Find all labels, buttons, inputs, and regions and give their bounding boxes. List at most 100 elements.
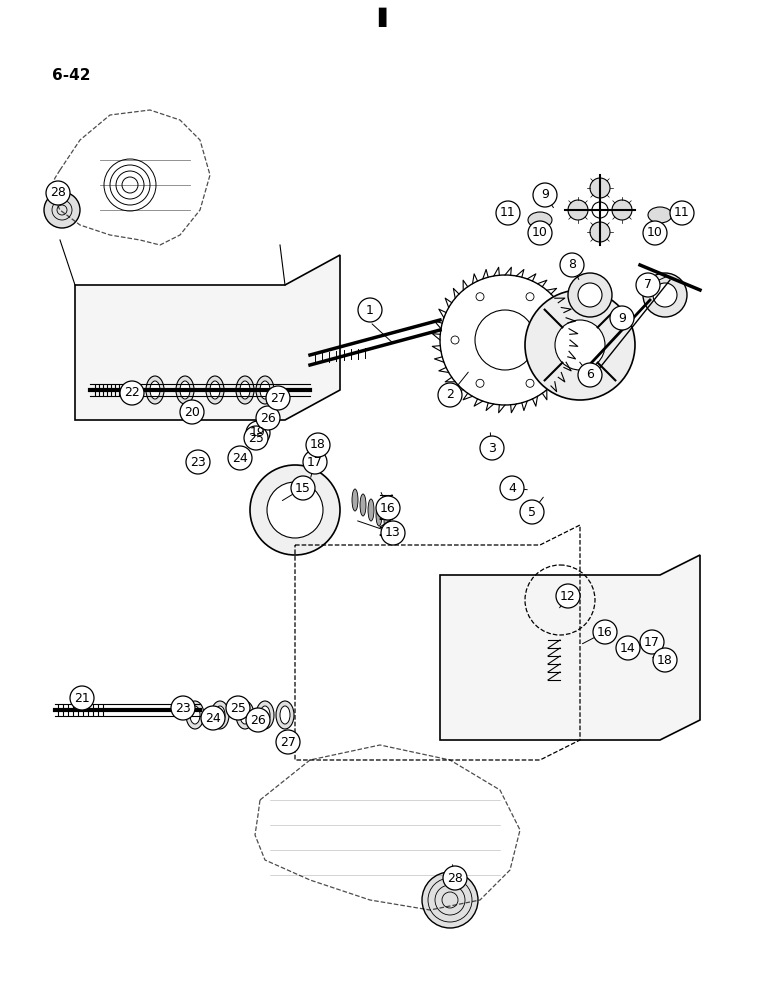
Circle shape xyxy=(528,221,552,245)
Circle shape xyxy=(653,283,677,307)
Ellipse shape xyxy=(256,376,274,404)
Text: 27: 27 xyxy=(280,736,296,748)
Ellipse shape xyxy=(256,701,274,729)
Circle shape xyxy=(653,648,677,672)
Ellipse shape xyxy=(531,644,537,666)
Text: 28: 28 xyxy=(447,871,463,884)
Ellipse shape xyxy=(515,654,521,676)
Circle shape xyxy=(480,436,504,460)
Circle shape xyxy=(171,696,195,720)
Ellipse shape xyxy=(236,376,254,404)
Text: 18: 18 xyxy=(310,438,326,452)
Ellipse shape xyxy=(648,207,672,223)
Circle shape xyxy=(256,406,280,430)
Text: 26: 26 xyxy=(250,714,266,726)
Circle shape xyxy=(578,363,602,387)
Circle shape xyxy=(443,866,467,890)
Circle shape xyxy=(670,201,694,225)
Circle shape xyxy=(643,221,667,245)
Ellipse shape xyxy=(240,381,250,399)
Ellipse shape xyxy=(523,649,529,671)
Circle shape xyxy=(303,450,327,474)
Circle shape xyxy=(276,730,300,754)
Circle shape xyxy=(422,872,478,928)
Text: 2: 2 xyxy=(446,388,454,401)
Text: 14: 14 xyxy=(620,642,636,654)
Ellipse shape xyxy=(176,376,194,404)
Text: 21: 21 xyxy=(74,692,90,704)
Text: 13: 13 xyxy=(385,526,401,540)
Text: 16: 16 xyxy=(380,502,396,514)
Circle shape xyxy=(533,183,557,207)
Text: 26: 26 xyxy=(260,412,276,424)
Ellipse shape xyxy=(376,504,382,526)
Circle shape xyxy=(568,273,612,317)
Circle shape xyxy=(610,306,634,330)
Circle shape xyxy=(593,620,617,644)
Circle shape xyxy=(636,273,660,297)
Circle shape xyxy=(551,336,559,344)
Circle shape xyxy=(592,202,608,218)
Text: 1: 1 xyxy=(366,304,374,316)
Text: 11: 11 xyxy=(674,207,690,220)
Text: 9: 9 xyxy=(618,312,626,324)
Circle shape xyxy=(358,298,382,322)
Circle shape xyxy=(120,381,144,405)
Text: 10: 10 xyxy=(532,227,548,239)
Ellipse shape xyxy=(180,381,190,399)
Ellipse shape xyxy=(368,499,374,521)
Circle shape xyxy=(476,379,484,387)
Ellipse shape xyxy=(260,706,270,724)
Circle shape xyxy=(520,500,544,524)
Circle shape xyxy=(201,706,225,730)
Text: 11: 11 xyxy=(500,207,516,220)
Circle shape xyxy=(250,465,340,555)
Circle shape xyxy=(451,336,459,344)
Ellipse shape xyxy=(210,381,220,399)
Polygon shape xyxy=(75,255,340,420)
Ellipse shape xyxy=(352,489,358,511)
Ellipse shape xyxy=(260,381,270,399)
Ellipse shape xyxy=(146,376,164,404)
Text: 23: 23 xyxy=(190,456,206,468)
Text: 4: 4 xyxy=(508,482,516,494)
Text: 24: 24 xyxy=(232,452,248,464)
Text: 15: 15 xyxy=(295,482,311,494)
Ellipse shape xyxy=(240,706,250,724)
Ellipse shape xyxy=(236,701,254,729)
Text: 16: 16 xyxy=(597,626,613,639)
Text: 28: 28 xyxy=(50,186,66,200)
Ellipse shape xyxy=(276,701,294,729)
Circle shape xyxy=(616,636,640,660)
Text: 6: 6 xyxy=(586,368,594,381)
Text: 18: 18 xyxy=(657,654,673,666)
Circle shape xyxy=(560,253,584,277)
Circle shape xyxy=(526,379,534,387)
Circle shape xyxy=(306,433,330,457)
Ellipse shape xyxy=(215,706,225,724)
Circle shape xyxy=(475,310,535,370)
Circle shape xyxy=(267,482,323,538)
Text: 17: 17 xyxy=(644,636,660,648)
Circle shape xyxy=(266,386,290,410)
Circle shape xyxy=(568,200,588,220)
Circle shape xyxy=(70,686,94,710)
Ellipse shape xyxy=(150,381,160,399)
Ellipse shape xyxy=(186,701,204,729)
Text: 23: 23 xyxy=(175,702,191,714)
Circle shape xyxy=(500,476,524,500)
Text: ▌: ▌ xyxy=(378,8,394,27)
Circle shape xyxy=(186,450,210,474)
Circle shape xyxy=(578,283,602,307)
Text: 17: 17 xyxy=(307,456,323,468)
Text: 7: 7 xyxy=(644,278,652,292)
Circle shape xyxy=(565,610,655,700)
Text: 8: 8 xyxy=(568,258,576,271)
Circle shape xyxy=(228,446,252,470)
Text: 25: 25 xyxy=(248,432,264,444)
Circle shape xyxy=(556,584,580,608)
Circle shape xyxy=(46,181,70,205)
Text: 6-42: 6-42 xyxy=(52,68,90,83)
Text: 22: 22 xyxy=(124,386,140,399)
Circle shape xyxy=(555,320,605,370)
